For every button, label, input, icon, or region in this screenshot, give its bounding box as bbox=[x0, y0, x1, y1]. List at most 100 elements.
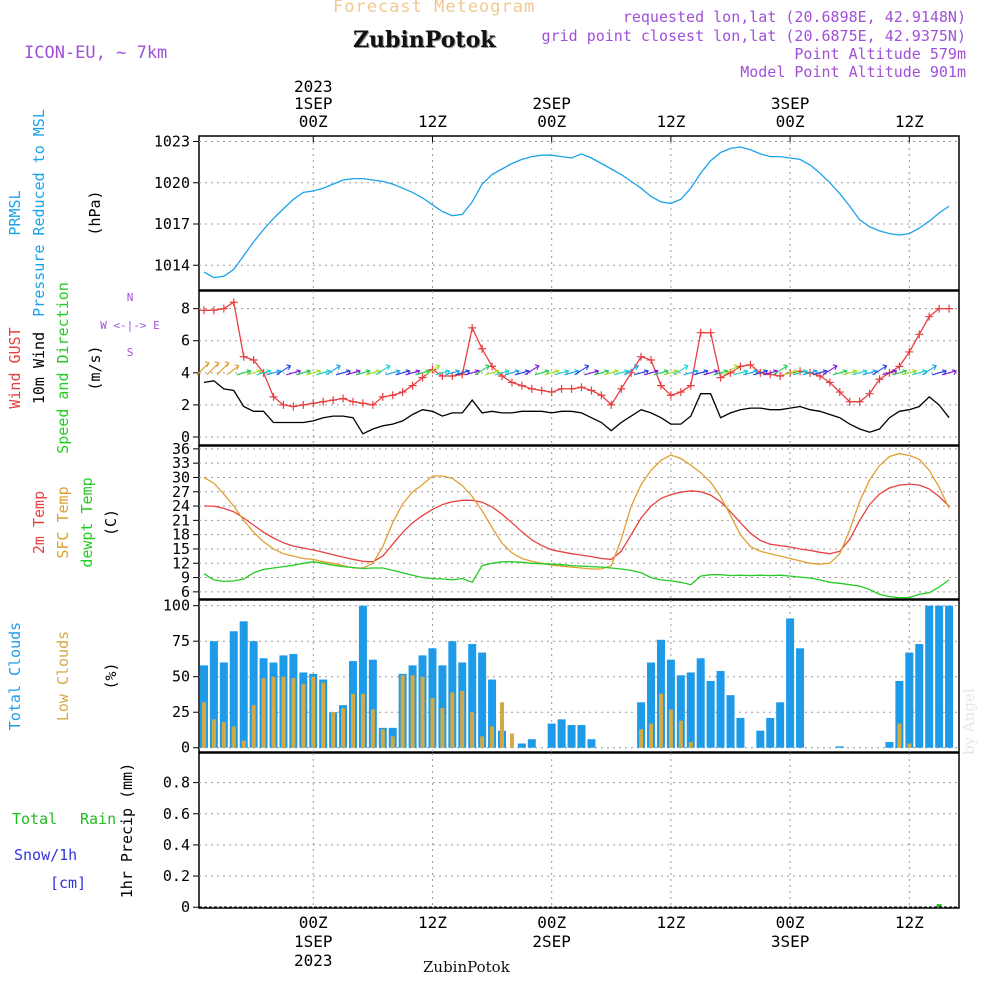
bottom-day-label: 1SEP bbox=[294, 932, 333, 951]
closest-coords: grid point closest lon,lat (20.6875E, 42… bbox=[541, 27, 966, 45]
gust-point bbox=[239, 352, 248, 361]
gust-point bbox=[319, 397, 328, 406]
gust-point bbox=[368, 400, 377, 409]
gust-point bbox=[696, 328, 705, 337]
bar-clouds-0 bbox=[637, 702, 646, 748]
gust-point bbox=[706, 328, 715, 337]
gust-point bbox=[478, 344, 487, 353]
bar-clouds-1 bbox=[390, 736, 395, 748]
bar-clouds-0 bbox=[766, 717, 775, 748]
gust-point bbox=[647, 355, 656, 364]
location-title: ZubinPotok bbox=[353, 27, 496, 53]
wind-direction-arrow bbox=[723, 364, 739, 376]
top-day-label: 1SEP bbox=[294, 94, 333, 113]
gust-point bbox=[925, 312, 934, 321]
gust-point bbox=[309, 399, 318, 408]
panel-temp bbox=[193, 445, 960, 600]
panel-frame bbox=[198, 445, 960, 600]
bar-clouds-1 bbox=[321, 682, 326, 748]
series-line-wind-gust bbox=[204, 301, 950, 408]
bottom-hour-label: 12Z bbox=[418, 913, 447, 932]
bar-clouds-0 bbox=[468, 644, 477, 748]
bar-clouds-1 bbox=[211, 719, 216, 748]
panel-frame bbox=[198, 752, 960, 909]
gust-point bbox=[776, 372, 785, 381]
bar-clouds-0 bbox=[527, 739, 536, 748]
point-altitude: Point Altitude 579m bbox=[794, 45, 966, 63]
subtitle: Forecast Meteogram bbox=[333, 0, 536, 17]
bar-clouds-0 bbox=[647, 662, 656, 748]
y-tick-label: 30 bbox=[172, 468, 190, 486]
y-tick-label: 0.8 bbox=[163, 774, 190, 792]
y-axis-label: dewpt Temp bbox=[78, 477, 96, 567]
wind-direction-arrow bbox=[375, 364, 391, 376]
compass-north: N bbox=[127, 291, 134, 304]
bar-clouds-0 bbox=[209, 641, 218, 748]
bottom-day-label: 3SEP bbox=[771, 932, 810, 951]
gust-point bbox=[875, 375, 884, 384]
y-tick-label: 24 bbox=[172, 497, 190, 515]
bar-clouds-0 bbox=[915, 644, 924, 748]
requested-coords: requested lon,lat (20.6898E, 42.9148N) bbox=[622, 8, 966, 26]
y-axis-label: Wind GUST bbox=[6, 327, 24, 408]
series-line-sfc-temp bbox=[203, 452, 950, 570]
series-line-2m-temp bbox=[204, 483, 950, 563]
top-hour-label: 12Z bbox=[656, 112, 685, 131]
gust-point bbox=[557, 384, 566, 393]
gust-point bbox=[666, 391, 675, 400]
y-tick-label: 50 bbox=[172, 668, 190, 686]
bottom-hour-label: 00Z bbox=[537, 913, 566, 932]
wind-direction-arrow bbox=[325, 364, 341, 376]
bar-clouds-1 bbox=[311, 676, 316, 748]
y-tick-label: 0 bbox=[181, 739, 190, 757]
panel-pressure bbox=[193, 135, 960, 291]
bar-clouds-0 bbox=[925, 605, 934, 748]
gust-point bbox=[329, 396, 338, 405]
bar-clouds-0 bbox=[786, 618, 795, 748]
y-axis-label: (hPa) bbox=[86, 190, 104, 235]
y-tick-label: 0.6 bbox=[163, 805, 190, 823]
wind-direction-arrow bbox=[226, 364, 240, 376]
bar-clouds-1 bbox=[649, 723, 654, 748]
gust-point bbox=[279, 400, 288, 409]
y-tick-label: 4 bbox=[181, 364, 190, 382]
gust-point bbox=[825, 378, 834, 387]
legend-total: Total bbox=[12, 810, 57, 828]
gust-point bbox=[547, 388, 556, 397]
legend-rain: Rain bbox=[80, 810, 116, 828]
bar-clouds-1 bbox=[658, 693, 663, 748]
bar-clouds-0 bbox=[686, 672, 695, 748]
y-axis-label: 1hr Precip (mm) bbox=[118, 763, 136, 898]
bar-clouds-0 bbox=[438, 665, 447, 748]
top-day-label: 2SEP bbox=[532, 94, 571, 113]
bar-clouds-1 bbox=[301, 683, 306, 748]
gust-point bbox=[656, 381, 665, 390]
gust-point bbox=[299, 400, 308, 409]
y-tick-label: 21 bbox=[172, 511, 190, 529]
y-axis-label: SFC Temp bbox=[54, 486, 72, 558]
y-tick-label: 100 bbox=[163, 597, 190, 615]
wind-direction-arrow bbox=[574, 364, 590, 376]
panel-frame bbox=[198, 599, 960, 753]
bar-clouds-0 bbox=[835, 746, 844, 748]
wind-direction-arrow bbox=[872, 364, 888, 376]
bar-clouds-1 bbox=[430, 698, 435, 748]
y-axis-label: Total Clouds bbox=[6, 622, 24, 730]
gust-point bbox=[378, 392, 387, 401]
y-tick-label: 9 bbox=[181, 569, 190, 587]
gust-point bbox=[945, 304, 954, 313]
bar-clouds-1 bbox=[509, 733, 514, 748]
gust-point bbox=[915, 330, 924, 339]
y-tick-label: 75 bbox=[172, 632, 190, 650]
bar-clouds-1 bbox=[281, 676, 286, 748]
top-hour-label: 12Z bbox=[418, 112, 447, 131]
series-line-10m-wind bbox=[203, 380, 950, 435]
top-day-label: 3SEP bbox=[771, 94, 810, 113]
y-axis-label: 10m Wind bbox=[30, 332, 48, 404]
panel-clouds bbox=[193, 599, 960, 753]
gust-point bbox=[607, 400, 616, 409]
y-axis-label: (%) bbox=[102, 662, 120, 689]
y-axis-label: 2m Temp bbox=[30, 491, 48, 554]
gust-point bbox=[517, 381, 526, 390]
